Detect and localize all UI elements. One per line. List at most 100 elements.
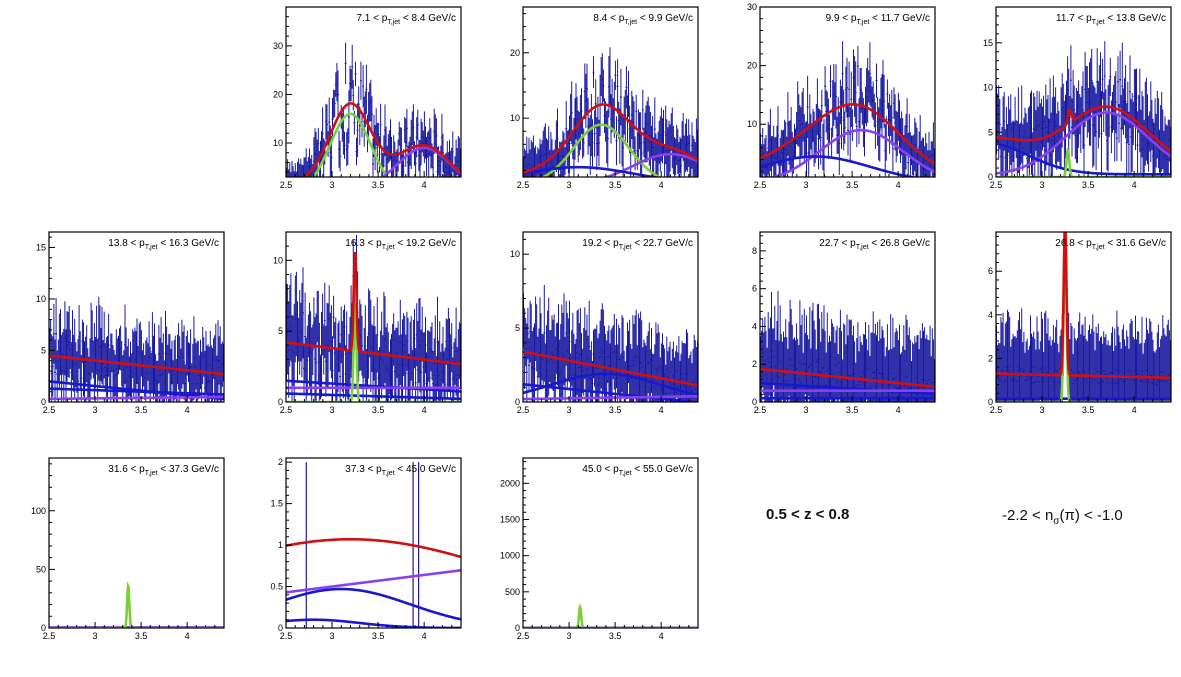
panel-title: 13.8 < pT,jet < 16.3 GeV/c	[108, 238, 219, 251]
title-upper: < 31.6 GeV/c	[1105, 238, 1166, 249]
y-tick-label: 10	[36, 294, 46, 304]
panel-9: 2.5 3 3.5 4 2 4 6 0 26.8 < pT,jet < 31.6 GeV/c	[988, 231, 1172, 415]
x-tick-label: 3	[330, 180, 335, 190]
y-tick-label: 20	[273, 89, 283, 99]
curve-total	[996, 232, 1171, 380]
x-tick-label: 3.5	[609, 180, 622, 190]
title-lower: 22.7 < p	[819, 238, 856, 249]
title-subscript: T,jet	[619, 470, 632, 477]
y-tick-label: 1000	[500, 551, 520, 561]
curve-total	[760, 103, 935, 165]
plot-area	[760, 290, 935, 402]
x-tick-label: 4	[422, 180, 427, 190]
x-tick-label: 2.5	[990, 405, 1003, 415]
x-tick-label: 3	[330, 631, 335, 641]
x-tick-label: 4	[422, 631, 427, 641]
plot-area	[996, 232, 1171, 402]
x-ticks	[522, 396, 699, 402]
x-tick-label: 3.5	[372, 631, 385, 641]
x-tick-label: 4	[896, 180, 901, 190]
y-tick-label: 5	[515, 323, 520, 333]
plot-area	[760, 41, 935, 177]
x-tick-label: 4	[659, 405, 664, 415]
curve-total	[49, 354, 224, 376]
x-tick-label: 2.5	[280, 405, 293, 415]
x-tick-label: 2.5	[280, 631, 293, 641]
y-tick-label: 0	[41, 397, 46, 407]
curve-a2	[523, 382, 698, 402]
nsigma-range-label: -2.2 < nσ(π) < -1.0	[1002, 507, 1123, 527]
y-tick-label: 30	[747, 2, 757, 12]
x-tick-label: 3.5	[609, 631, 622, 641]
curve-a	[996, 142, 1171, 176]
nsigma-suffix: (π) < -1.0	[1059, 507, 1123, 524]
panel-title: 26.8 < pT,jet < 31.6 GeV/c	[1055, 238, 1166, 251]
y-tick-label: 5	[278, 326, 283, 336]
plot-area	[523, 47, 698, 177]
curve-total	[523, 350, 698, 387]
x-tick-label: 2.5	[754, 180, 767, 190]
title-lower: 13.8 < p	[108, 238, 145, 249]
x-ticks	[285, 171, 462, 177]
title-lower: 31.6 < p	[108, 464, 145, 475]
y-ticks	[996, 6, 1002, 178]
y-tick-label: 0	[988, 172, 993, 182]
panel-8: 2.5 3 3.5 4 2 4 6 8 0 22.7 < pT,jet < 26.8 GeV/c	[752, 231, 936, 415]
curve-b	[286, 568, 461, 594]
x-tick-label: 3.5	[372, 180, 385, 190]
title-lower: 8.4 < p	[593, 13, 624, 24]
x-tick-label: 3	[567, 405, 572, 415]
x-tick-label: 3.5	[846, 405, 859, 415]
x-ticks	[759, 171, 936, 177]
y-ticks	[286, 231, 292, 403]
y-tick-label: 500	[505, 587, 520, 597]
data-points	[996, 41, 1171, 177]
title-lower: 9.9 < p	[826, 13, 857, 24]
y-tick-label: 2	[278, 457, 283, 467]
x-tick-label: 4	[659, 180, 664, 190]
curve-a2	[286, 392, 461, 401]
curve-b	[601, 152, 698, 177]
x-tick-label: 2.5	[754, 405, 767, 415]
title-upper: < 11.7 GeV/c	[869, 13, 930, 24]
title-subscript: T,jet	[1092, 244, 1105, 251]
y-ticks	[760, 6, 766, 172]
x-tick-label: 3.5	[135, 405, 148, 415]
title-lower: 11.7 < p	[1056, 13, 1092, 24]
y-ticks	[523, 238, 529, 403]
panel-frame	[285, 6, 462, 178]
y-ticks	[760, 235, 766, 403]
x-tick-label: 4	[1132, 405, 1137, 415]
panel-frame	[522, 231, 699, 403]
y-ticks	[523, 13, 529, 171]
plot-area	[523, 285, 698, 402]
curve-total	[996, 105, 1171, 153]
panel-12: 2.5 3 3.5 4 500 1000 1500 2000 0 45.0 < pT,jet < …	[500, 457, 699, 641]
y-ticks	[49, 463, 55, 629]
panel-frame	[995, 6, 1172, 178]
title-subscript: T,jet	[382, 244, 395, 251]
x-tick-label: 4	[185, 631, 190, 641]
x-tick-label: 2.5	[43, 631, 56, 641]
panel-title: 11.7 < pT,jet < 13.8 GeV/c	[1056, 13, 1166, 26]
data-points	[286, 42, 461, 177]
data-points	[996, 232, 1171, 402]
panel-7: 2.5 3 3.5 4 5 10 0 19.2 < pT,jet < 22.7 GeV/c	[510, 231, 699, 415]
panel-title: 7.1 < pT,jet < 8.4 GeV/c	[356, 13, 456, 26]
y-ticks	[49, 236, 55, 403]
y-tick-label: 20	[510, 48, 520, 58]
panel-3: 2.5 3 3.5 4 10 20 30 9.9 < pT,jet < 11.7 GeV/c	[747, 2, 936, 190]
y-tick-label: 15	[983, 38, 993, 48]
y-tick-label: 10	[510, 249, 520, 259]
panel-frame	[48, 231, 225, 403]
curve-a	[523, 165, 662, 177]
title-lower: 16.3 < p	[345, 238, 382, 249]
curve-c	[540, 123, 663, 177]
curve-total	[523, 103, 698, 174]
curve-b	[381, 146, 461, 177]
curve-total	[286, 537, 461, 559]
panel-title: 45.0 < pT,jet < 55.0 GeV/c	[582, 464, 693, 477]
y-tick-label: 6	[752, 284, 757, 294]
panel-title: 8.4 < pT,jet < 9.9 GeV/c	[593, 13, 693, 26]
panel-10: 2.5 3 3.5 4 50 100 0 31.6 < pT,jet < 37.3 GeV/c	[31, 457, 225, 641]
